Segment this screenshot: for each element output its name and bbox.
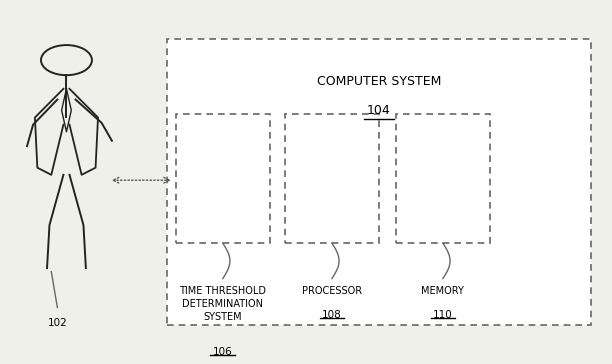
FancyBboxPatch shape [396,114,490,243]
Text: TIME THRESHOLD
DETERMINATION
SYSTEM: TIME THRESHOLD DETERMINATION SYSTEM [179,286,266,323]
Text: 108: 108 [322,310,341,320]
Text: 104: 104 [367,104,390,117]
Text: PROCESSOR: PROCESSOR [302,286,362,296]
FancyBboxPatch shape [166,39,591,325]
Text: 106: 106 [213,347,233,357]
FancyBboxPatch shape [285,114,379,243]
FancyBboxPatch shape [176,114,270,243]
Text: 110: 110 [433,310,453,320]
Text: MEMORY: MEMORY [421,286,464,296]
Text: COMPUTER SYSTEM: COMPUTER SYSTEM [316,75,441,88]
Text: 102: 102 [48,318,67,328]
